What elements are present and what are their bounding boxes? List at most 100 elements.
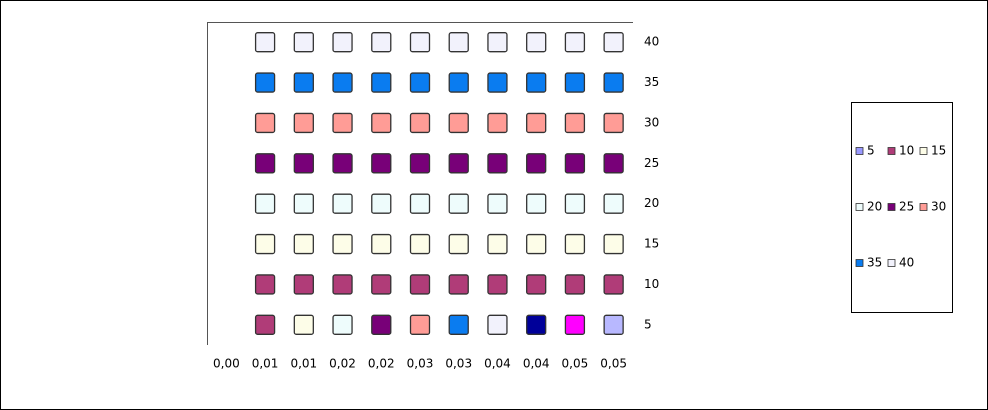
marker <box>526 193 547 214</box>
marker <box>293 233 314 255</box>
x-tick-label: 0,04 <box>484 357 511 371</box>
legend-box <box>851 102 953 313</box>
marker <box>526 32 547 53</box>
marker <box>409 233 431 255</box>
legend-swatch <box>887 203 896 211</box>
marker <box>409 314 431 335</box>
marker <box>448 193 469 214</box>
marker <box>254 112 276 134</box>
legend-swatch <box>855 259 864 267</box>
marker <box>526 233 547 255</box>
y-tick-label: 40 <box>644 35 659 49</box>
x-tick-label: 0,03 <box>407 357 434 371</box>
marker <box>603 274 624 295</box>
marker <box>371 314 392 335</box>
marker <box>332 72 353 93</box>
x-tick-label: 0,02 <box>368 357 395 371</box>
marker <box>371 274 392 295</box>
marker <box>603 32 624 53</box>
marker <box>409 153 431 174</box>
marker <box>293 32 314 53</box>
y-tick-label: 20 <box>644 196 659 210</box>
marker <box>409 112 431 134</box>
marker <box>293 193 314 214</box>
marker <box>448 274 469 295</box>
marker <box>564 153 586 174</box>
legend-label: 30 <box>931 200 946 214</box>
marker <box>603 153 624 174</box>
marker <box>371 32 392 53</box>
marker <box>603 233 624 255</box>
marker <box>254 153 276 174</box>
legend-label: 20 <box>867 200 882 214</box>
marker <box>293 72 314 93</box>
marker <box>526 112 547 134</box>
legend-label: 25 <box>899 200 914 214</box>
legend-swatch <box>919 147 928 155</box>
marker <box>448 153 469 174</box>
marker <box>448 32 469 53</box>
marker <box>409 193 431 214</box>
x-tick-label: 0,01 <box>252 357 279 371</box>
marker <box>371 112 392 134</box>
legend-swatch <box>855 203 864 211</box>
marker <box>371 153 392 174</box>
legend-label: 40 <box>899 256 914 270</box>
x-tick-label: 0,04 <box>523 357 550 371</box>
legend-label: 15 <box>931 144 946 158</box>
marker <box>293 112 314 134</box>
marker <box>487 153 508 174</box>
x-tick-label: 0,05 <box>562 357 589 371</box>
marker <box>487 32 508 53</box>
marker <box>448 112 469 134</box>
x-tick-label: 0,05 <box>600 357 627 371</box>
legend-label: 10 <box>899 144 914 158</box>
marker <box>564 233 586 255</box>
marker <box>487 314 508 335</box>
marker <box>487 193 508 214</box>
marker <box>332 233 353 255</box>
marker <box>332 32 353 53</box>
marker <box>448 314 469 335</box>
x-tick-label: 0,00 <box>213 357 240 371</box>
y-tick-label: 25 <box>644 156 659 170</box>
x-tick-label: 0,03 <box>445 357 472 371</box>
marker <box>564 274 586 295</box>
marker <box>254 314 276 335</box>
marker <box>487 233 508 255</box>
marker <box>526 314 547 335</box>
marker <box>254 274 276 295</box>
y-tick-label: 30 <box>644 115 659 129</box>
marker <box>487 72 508 93</box>
marker <box>332 274 353 295</box>
marker <box>371 72 392 93</box>
marker <box>254 233 276 255</box>
marker <box>487 274 508 295</box>
marker <box>409 274 431 295</box>
marker <box>371 193 392 214</box>
marker <box>564 72 586 93</box>
marker <box>448 72 469 93</box>
legend-swatch <box>855 147 864 155</box>
marker <box>371 233 392 255</box>
marker <box>293 153 314 174</box>
marker <box>293 274 314 295</box>
marker <box>332 314 353 335</box>
marker <box>526 274 547 295</box>
x-tick-label: 0,02 <box>329 357 356 371</box>
marker <box>603 314 624 335</box>
x-tick-label: 0,01 <box>290 357 317 371</box>
marker <box>332 112 353 134</box>
marker <box>448 233 469 255</box>
marker <box>564 32 586 53</box>
marker <box>603 72 624 93</box>
marker <box>254 193 276 214</box>
marker <box>603 193 624 214</box>
marker <box>526 72 547 93</box>
y-tick-label: 5 <box>644 317 652 331</box>
marker <box>409 32 431 53</box>
marker <box>332 193 353 214</box>
legend-label: 5 <box>867 144 875 158</box>
marker <box>332 153 353 174</box>
